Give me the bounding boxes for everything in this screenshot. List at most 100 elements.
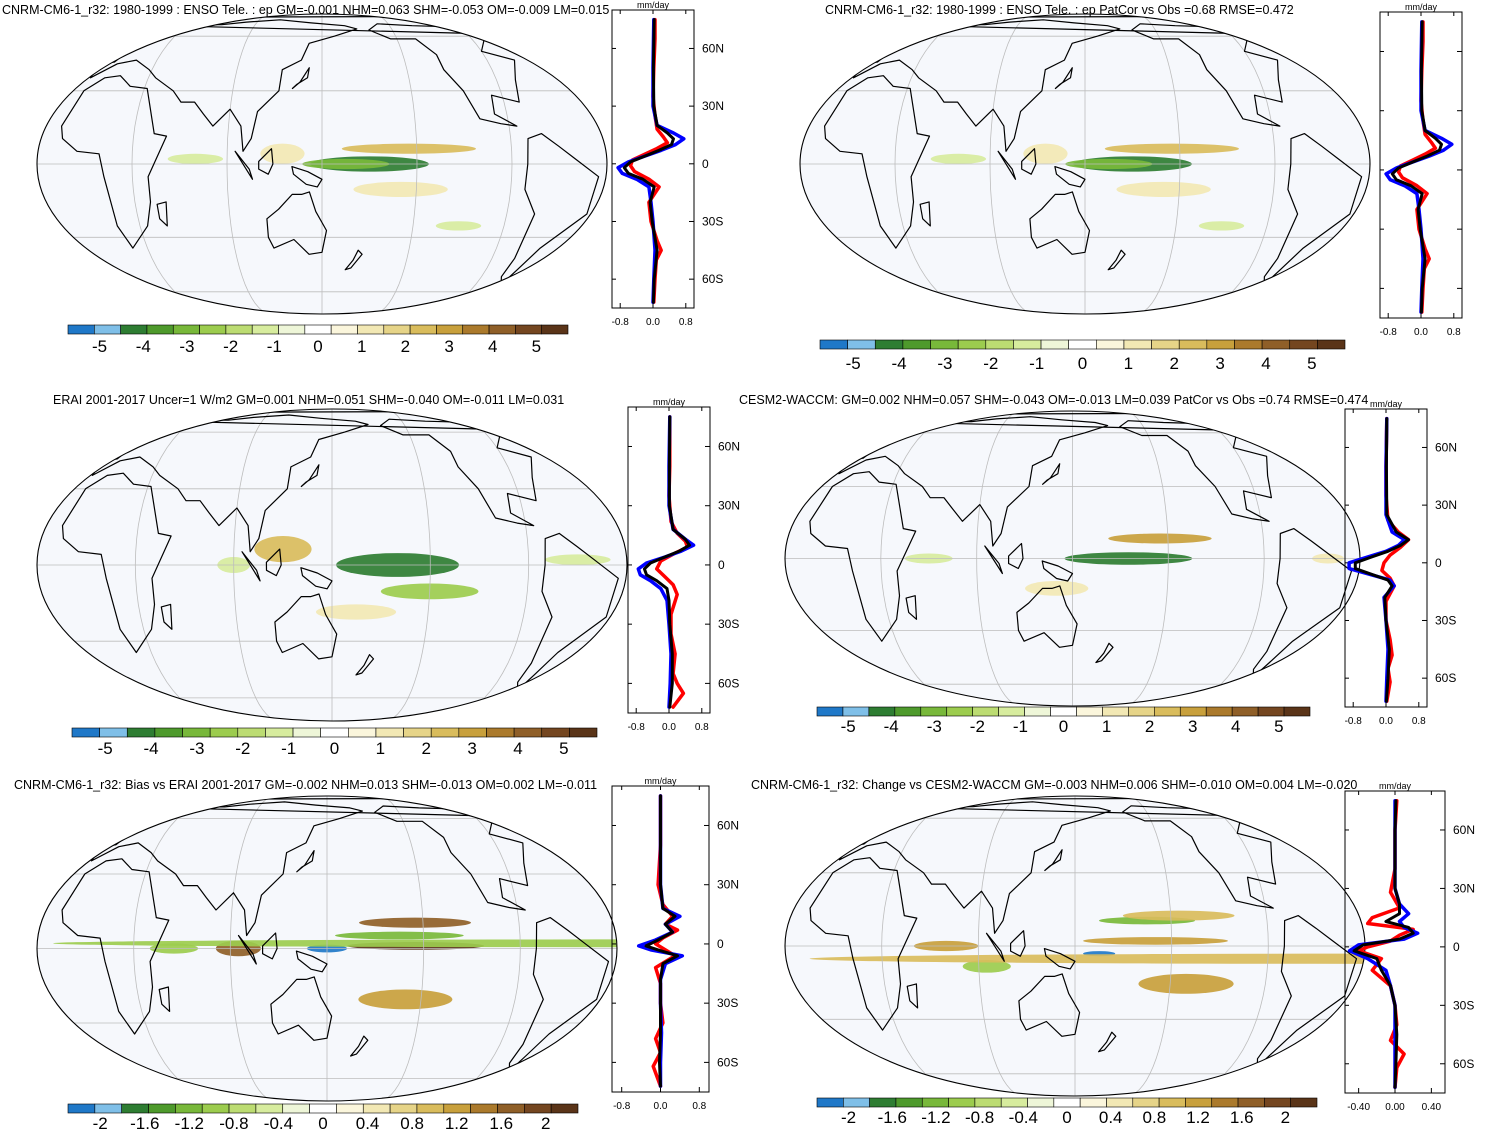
colorbar-box-4 bbox=[175, 1103, 203, 1114]
colorbar-label: -4 bbox=[891, 354, 906, 373]
coastline-10 bbox=[1095, 642, 1114, 664]
panel-title: CNRM-CM6-1_r32: Bias vs ERAI 2001-2017 G… bbox=[14, 778, 598, 792]
meridian-90 bbox=[233, 409, 279, 721]
colorbar-label: -4 bbox=[143, 739, 158, 758]
colorbar-box-12 bbox=[1151, 339, 1180, 350]
colorbar-label: 1 bbox=[1124, 354, 1133, 373]
anomaly-region-4 bbox=[1138, 973, 1234, 994]
colorbar-label: 5 bbox=[532, 337, 541, 356]
colorbar-box-3 bbox=[895, 1097, 923, 1108]
colorbar-label: -3 bbox=[189, 739, 204, 758]
zonal-ytick-label: 60N bbox=[717, 818, 739, 832]
coastline-7 bbox=[265, 548, 282, 577]
panel-title: ERAI 2001-2017 Uncer=1 W/m2 GM=0.001 NHM… bbox=[53, 393, 565, 407]
colorbar-box-11 bbox=[1106, 1097, 1134, 1108]
colorbar-box-17 bbox=[524, 1103, 552, 1114]
meridian-90 bbox=[226, 14, 270, 314]
colorbar-label: 2 bbox=[541, 1114, 550, 1133]
meridian-90 bbox=[989, 14, 1033, 314]
zonal-series-line-2 bbox=[642, 415, 691, 709]
meridian-270 bbox=[426, 14, 513, 314]
colorbar-box-18 bbox=[541, 324, 569, 335]
colorbar-box-2 bbox=[874, 339, 904, 350]
colorbar-box-3 bbox=[146, 324, 174, 335]
colorbar-box-9 bbox=[1068, 339, 1097, 350]
zonal-unit-label: mm/day bbox=[1370, 399, 1403, 409]
colorbar-label: 0 bbox=[313, 337, 322, 356]
colorbar-box-8 bbox=[1027, 1097, 1055, 1108]
colorbar-box-12 bbox=[389, 1103, 418, 1114]
panel-model-enso: CNRM-CM6-1_r32: 1980-1999 : ENSO Tele. :… bbox=[0, 0, 745, 379]
coastline-4 bbox=[1252, 528, 1353, 678]
coastline-8 bbox=[291, 166, 323, 188]
colorbar-box-16 bbox=[1237, 1097, 1265, 1108]
zonal-series-line-1 bbox=[1384, 20, 1454, 314]
zonal-series-line-0 bbox=[1356, 798, 1415, 1089]
anomaly-region-5 bbox=[167, 153, 224, 164]
coastline-8 bbox=[1043, 948, 1076, 970]
colorbar-box-16 bbox=[488, 324, 516, 335]
panel-plot: -2 -1.6 -1.2 -0.8 -0.4 0 0.4 0.8 1.2 1.6 2mm/day60… bbox=[784, 781, 1475, 1127]
map-border bbox=[36, 13, 608, 315]
colorbar-label: 2 bbox=[422, 739, 431, 758]
colorbar-box-13 bbox=[1178, 339, 1208, 350]
zonal-series-line-2 bbox=[1352, 799, 1415, 1089]
zonal-ytick-label: 30N bbox=[1435, 498, 1457, 512]
zonal-xtick-label: 0.0 bbox=[1414, 327, 1428, 338]
colorbar-label: -1 bbox=[1013, 717, 1028, 736]
colorbar-label: 1 bbox=[357, 337, 366, 356]
colorbar-box-7 bbox=[1000, 1097, 1028, 1108]
colorbar-box-2 bbox=[868, 706, 896, 717]
colorbar-box-14 bbox=[1185, 1097, 1213, 1108]
meridian-30 bbox=[880, 411, 968, 706]
coastline-6 bbox=[984, 545, 1003, 575]
colorbar-box-13 bbox=[409, 324, 437, 335]
colorbar-box-17 bbox=[1289, 339, 1318, 350]
panel-plot: -5 -4 -3 -2 -1 0 1 2 3 4 5 mm/day 60N 30N 0 30S 60S -0.8 0… bbox=[36, 397, 740, 758]
colorbar-label: 0 bbox=[318, 1114, 327, 1133]
colorbar-box-18 bbox=[550, 1103, 579, 1114]
colorbar-box-5 bbox=[199, 324, 227, 335]
anomaly-region-2 bbox=[1104, 143, 1239, 154]
colorbar-label: 0.8 bbox=[400, 1114, 424, 1133]
anomaly-region-1 bbox=[1122, 910, 1235, 921]
map-border bbox=[36, 795, 618, 1102]
coastline-11 bbox=[919, 201, 931, 227]
colorbar-label: -5 bbox=[841, 717, 856, 736]
coastline-2 bbox=[270, 976, 333, 1041]
coastline-4 bbox=[508, 917, 610, 1072]
colorbar-box-10 bbox=[1076, 706, 1103, 717]
colorbar-label: -2 bbox=[841, 1108, 856, 1127]
coastline-2 bbox=[266, 191, 328, 255]
anomaly-region-0 bbox=[359, 917, 472, 928]
zonal-xtick-label: 0.0 bbox=[1379, 716, 1393, 727]
colorbar-label: 2 bbox=[1145, 717, 1154, 736]
colorbar-label: -5 bbox=[98, 739, 113, 758]
coastline-11 bbox=[158, 986, 171, 1012]
colorbar-box-15 bbox=[1234, 339, 1263, 350]
colorbar-label: -3 bbox=[927, 717, 942, 736]
panel-plot: -5 -4 -3 -2 -1 0 1 2 3 4 5 mm/day 60N 30N 0 30S 60S -0.8 0… bbox=[36, 0, 724, 356]
colorbar-box-18 bbox=[1290, 1097, 1318, 1108]
zonal-ytick-label: 60S bbox=[717, 1055, 738, 1069]
colorbar-box-4 bbox=[182, 727, 211, 738]
colorbar-label: 1.2 bbox=[445, 1114, 469, 1133]
coastline-9 bbox=[300, 464, 320, 488]
colorbar-box-14 bbox=[1206, 339, 1235, 350]
colorbar-box-17 bbox=[541, 727, 570, 738]
coastline-10 bbox=[1098, 1031, 1117, 1053]
colorbar-label: -1.6 bbox=[130, 1114, 159, 1133]
zonal-series-line-2 bbox=[622, 18, 675, 304]
meridian-30 bbox=[131, 14, 218, 314]
colorbar-box-12 bbox=[383, 324, 411, 335]
colorbar-box-15 bbox=[1211, 1097, 1239, 1108]
zonal-ytick-label: 60N bbox=[702, 41, 724, 55]
colorbar-label: 0 bbox=[1059, 717, 1068, 736]
colorbar-box-5 bbox=[948, 1097, 976, 1108]
colorbar-box-3 bbox=[154, 727, 183, 738]
zonal-ytick-label: 0 bbox=[702, 157, 709, 171]
coastline-10 bbox=[355, 654, 375, 676]
anomaly-region-3 bbox=[335, 931, 464, 940]
anomaly-region-4 bbox=[353, 181, 448, 197]
